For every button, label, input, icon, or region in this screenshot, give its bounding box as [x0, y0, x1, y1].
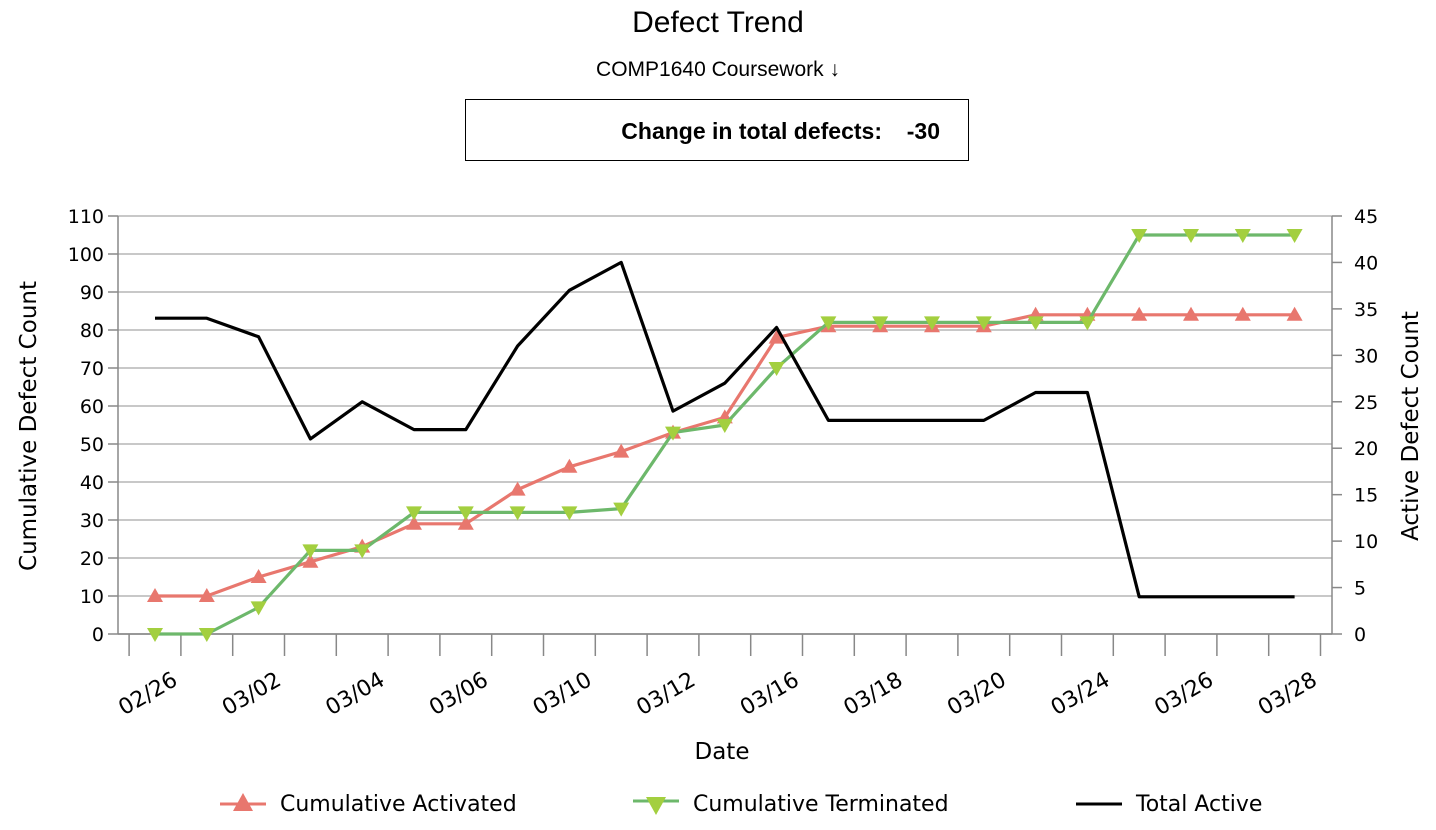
y-left-tick-label: 0: [92, 624, 104, 646]
data-point-terminated: [198, 628, 215, 642]
data-point-terminated: [1286, 229, 1303, 243]
data-point-activated: [406, 515, 422, 530]
triangle-down-icon: [633, 797, 679, 815]
data-point-terminated: [1183, 229, 1199, 243]
data-point-terminated: [665, 426, 681, 441]
y-right-tick-label: 45: [1354, 206, 1378, 228]
y-right-tick-label: 15: [1354, 485, 1378, 507]
y-left-tick-label: 20: [80, 548, 104, 570]
data-point-terminated: [354, 544, 371, 559]
y-right-tick-label: 10: [1354, 531, 1378, 553]
data-point-terminated: [613, 502, 630, 517]
y-right-tick-label: 5: [1354, 578, 1366, 600]
data-point-terminated: [1027, 316, 1044, 331]
data-point-activated: [613, 443, 630, 458]
y-left-tick-label: 40: [80, 472, 104, 494]
data-point-activated: [1131, 306, 1148, 321]
x-tick-label: 03/16: [736, 668, 803, 721]
data-point-terminated: [872, 316, 889, 331]
data-point-activated: [1183, 306, 1199, 321]
y-left-tick-label: 10: [80, 586, 104, 608]
axes: 0 10 20 30 40 50 60 70 80 90 100 110 0 5 10 15 20 25 30 35 4…: [68, 206, 1378, 721]
data-point-terminated: [820, 316, 837, 331]
x-tick-label: 03/24: [1047, 668, 1114, 721]
legend-label: Total Active: [1136, 791, 1263, 817]
legend-label: Cumulative Activated: [280, 791, 517, 817]
data-point-activated: [302, 553, 319, 568]
data-point-terminated: [302, 544, 319, 559]
data-point-terminated: [457, 506, 474, 521]
data-point-activated: [1286, 306, 1303, 321]
y-left-tick-label: 80: [80, 320, 104, 342]
data-point-terminated: [975, 316, 992, 331]
data-point-activated: [768, 329, 785, 344]
data-point-terminated: [1131, 229, 1148, 243]
x-tick-label: 03/10: [529, 668, 596, 721]
x-tick-label: 03/26: [1150, 668, 1217, 721]
y-axis-right-title: Active Defect Count: [1398, 311, 1424, 541]
data-point-terminated: [1079, 316, 1096, 331]
data-point-activated: [250, 569, 267, 583]
x-axis-title: Date: [695, 739, 750, 765]
change-summary-value: -30: [906, 118, 940, 144]
x-tick-label: 03/12: [632, 668, 699, 721]
y-left-tick-label: 100: [68, 244, 104, 266]
y-left-tick-label: 30: [80, 510, 104, 532]
data-point-activated: [1234, 306, 1251, 321]
data-point-terminated: [716, 419, 733, 433]
x-tick-label: 03/04: [322, 668, 389, 721]
series-line-0: [155, 313, 1295, 598]
data-point-terminated: [147, 628, 163, 642]
x-tick-label: 03/06: [425, 668, 492, 721]
y-left-tick-label: 110: [68, 206, 104, 228]
x-tick-label: 03/28: [1254, 668, 1321, 721]
y-right-tick-label: 35: [1354, 299, 1378, 321]
y-right-tick-label: 0: [1354, 624, 1366, 646]
y-left-tick-label: 50: [80, 434, 104, 456]
data-point-terminated: [768, 362, 785, 376]
data-point-activated: [561, 458, 578, 473]
legend-item-total-active[interactable]: Total Active: [1076, 786, 1262, 822]
chart-subtitle[interactable]: COMP1640 Coursework ↓: [596, 58, 840, 81]
y-left-tick-label: 90: [80, 282, 104, 304]
defect-trend-chart: 0 10 20 30 40 50 60 70 80 90 100 110 0 5 10 15 20 25 30 35 4…: [16, 206, 1424, 765]
x-tick-label: 03/18: [840, 668, 907, 721]
data-point-activated: [198, 588, 215, 602]
data-point-terminated: [250, 601, 267, 616]
data-point-terminated: [924, 316, 940, 331]
line-icon: [1076, 802, 1122, 806]
legend-label: Cumulative Terminated: [693, 791, 949, 817]
x-tick-label: 03/20: [943, 668, 1010, 721]
y-right-tick-label: 20: [1354, 438, 1378, 460]
y-right-tick-label: 25: [1354, 392, 1378, 414]
y-left-tick-label: 60: [80, 396, 104, 418]
change-summary-label: Change in total defects:: [621, 118, 882, 144]
y-axis-left-title: Cumulative Defect Count: [16, 281, 42, 571]
y-right-tick-label: 40: [1354, 252, 1378, 274]
data-point-activated: [457, 515, 474, 530]
series-layer: [147, 229, 1303, 642]
series-line-2: [155, 260, 1295, 599]
x-tick-label: 02/26: [114, 668, 181, 721]
data-point-terminated: [561, 506, 578, 521]
y-right-tick-label: 30: [1354, 345, 1378, 367]
legend-item-cumulative-activated[interactable]: Cumulative Activated: [220, 786, 517, 822]
legend-item-cumulative-terminated[interactable]: Cumulative Terminated: [633, 786, 949, 822]
y-left-tick-label: 70: [80, 358, 104, 380]
data-point-terminated: [1234, 229, 1251, 243]
data-point-terminated: [509, 506, 526, 521]
data-point-terminated: [406, 506, 422, 521]
change-summary-box: Change in total defects: -30: [465, 99, 969, 161]
triangle-up-icon: [220, 793, 266, 811]
series-line-1: [155, 233, 1295, 636]
x-tick-label: 03/02: [218, 668, 285, 721]
chart-title: Defect Trend: [632, 6, 804, 39]
data-point-activated: [509, 481, 526, 496]
data-point-activated: [147, 588, 163, 602]
